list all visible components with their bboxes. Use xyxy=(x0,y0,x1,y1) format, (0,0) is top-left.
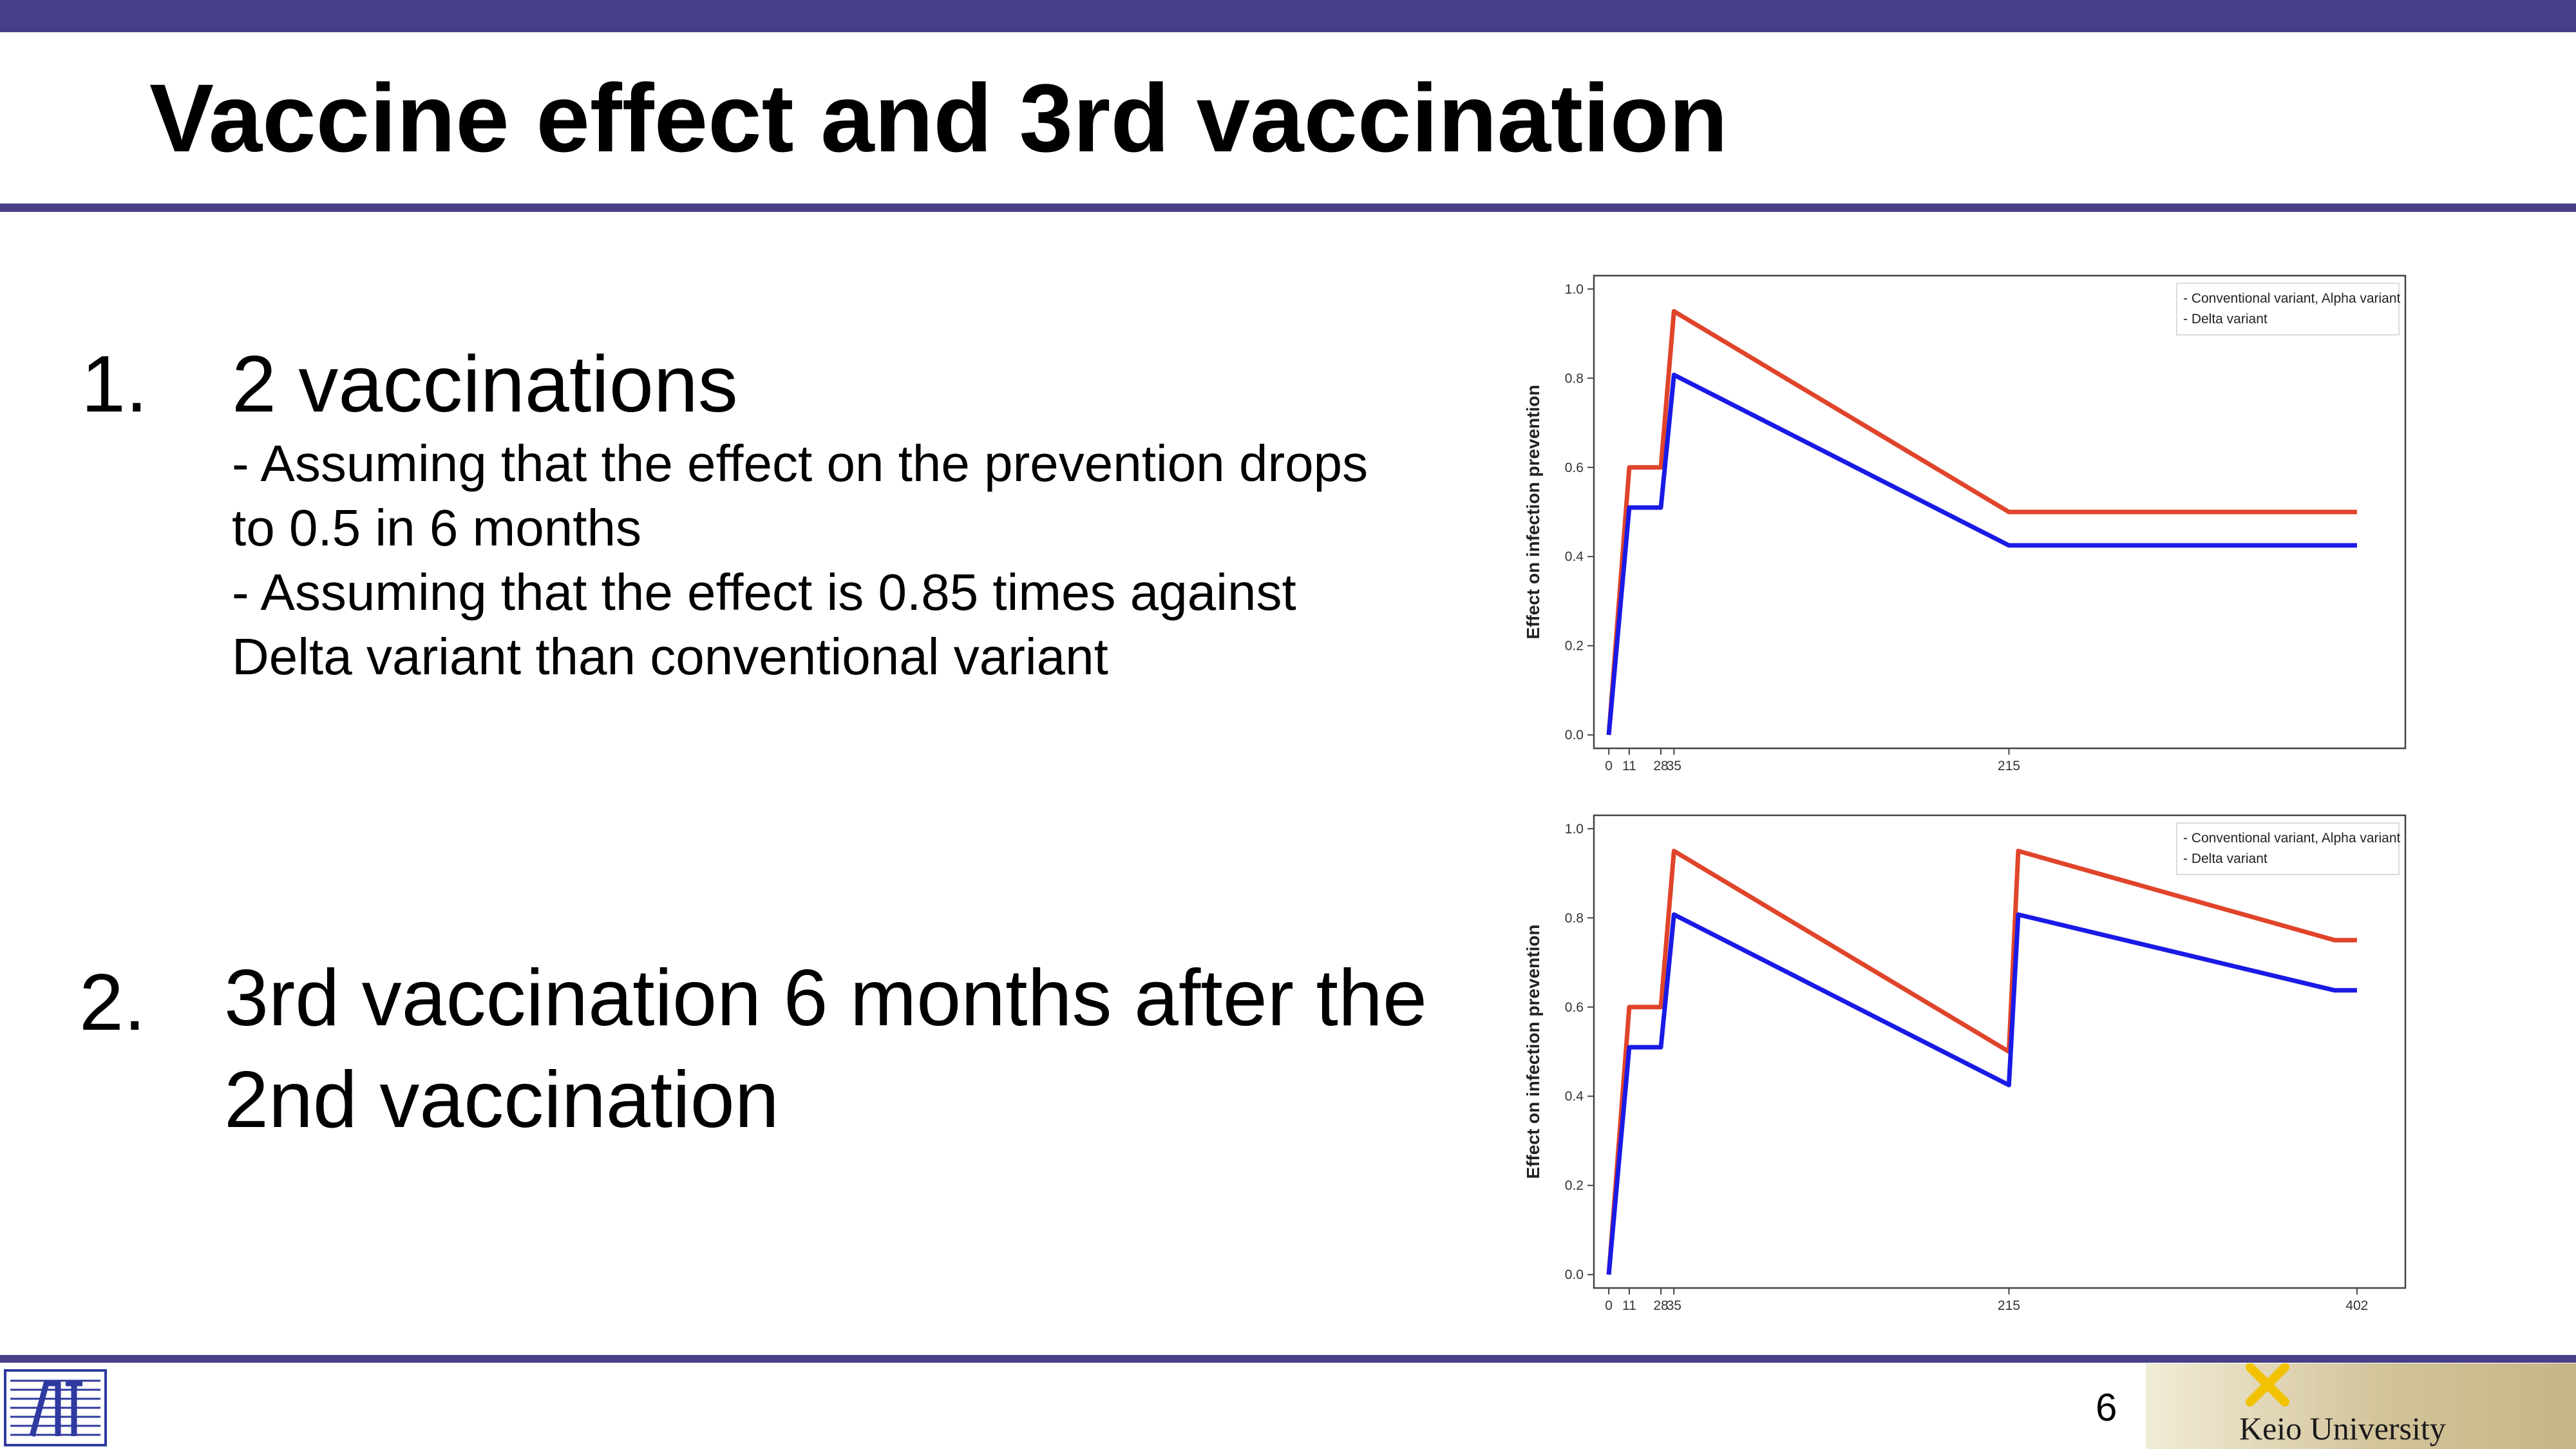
y-tick-label: 0.6 xyxy=(1565,460,1584,475)
note-line: to 0.5 in 6 months xyxy=(232,499,641,556)
note-line: - Assuming that the effect on the preven… xyxy=(232,435,1368,492)
note-line: Delta variant than conventional variant xyxy=(232,628,1108,685)
top-brand-bar xyxy=(0,0,2576,32)
y-tick-label: 0.4 xyxy=(1565,1089,1584,1104)
x-tick-label: 215 xyxy=(1998,759,2020,773)
legend-box xyxy=(2176,822,2400,875)
x-tick-label: 11 xyxy=(1622,1298,1636,1313)
item-2-heading: 3rd vaccination 6 months after the 2nd v… xyxy=(224,954,1427,1144)
y-axis-label: Effect on infection prevention xyxy=(1523,384,1543,639)
note-line: - Assuming that the effect is 0.85 times… xyxy=(232,564,1296,621)
pen-emblem-icon xyxy=(2246,1363,2289,1406)
chart-third-vaccination: 0.0 0.2 0.4 0.6 0.8 1.0 0 11 28 35 215 402 Effect on… xyxy=(1520,797,2421,1351)
y-tick-label: 0.4 xyxy=(1565,549,1584,564)
item-1-number: 1. xyxy=(81,340,148,429)
y-tick-label: 0.8 xyxy=(1565,371,1584,386)
y-tick-label: 0.8 xyxy=(1565,911,1584,925)
series-line-delta xyxy=(1606,372,2357,735)
legend-box xyxy=(2176,283,2400,336)
legend-entry: - Delta variant xyxy=(2183,851,2268,866)
series-line-conventional xyxy=(1606,308,2357,735)
x-tick-label: 28 xyxy=(1653,1298,1668,1313)
item-1-heading: 2 vaccinations xyxy=(232,340,738,429)
y-axis-label: Effect on infection prevention xyxy=(1523,924,1543,1179)
x-tick-label: 11 xyxy=(1622,759,1636,773)
y-tick-label: 1.0 xyxy=(1565,282,1584,297)
slide-title: Vaccine effect and 3rd vaccination xyxy=(149,64,1728,172)
legend-entry: - Conventional variant, Alpha variant xyxy=(2183,831,2401,846)
legend-entry: - Delta variant xyxy=(2183,312,2268,327)
y-tick-label: 1.0 xyxy=(1565,822,1584,837)
y-tick-label: 0.2 xyxy=(1565,1179,1584,1193)
series-line-delta xyxy=(1606,912,2357,1275)
chart-two-vaccinations: 0.0 0.2 0.4 0.6 0.8 1.0 0 11 28 35 215 Effect on in… xyxy=(1520,258,2421,811)
item-1-notes: - Assuming that the effect on the preven… xyxy=(232,431,1455,689)
x-tick-label: 0 xyxy=(1605,759,1613,773)
legend-entry: - Conventional variant, Alpha variant xyxy=(2183,291,2401,306)
y-tick-label: 0.6 xyxy=(1565,1000,1584,1015)
x-tick-label: 35 xyxy=(1667,759,1681,773)
x-tick-label: 28 xyxy=(1653,759,1668,773)
x-tick-label: 0 xyxy=(1605,1298,1613,1313)
footer-divider xyxy=(0,1355,2576,1363)
institute-logo-mark xyxy=(10,1379,100,1437)
title-divider xyxy=(0,204,2576,212)
y-tick-label: 0.2 xyxy=(1565,639,1584,654)
y-tick-label: 0.0 xyxy=(1565,728,1584,743)
x-tick-label: 215 xyxy=(1998,1298,2020,1313)
university-name: Keio University xyxy=(2239,1410,2446,1446)
x-tick-label: 402 xyxy=(2345,1298,2368,1313)
university-logo: Keio University xyxy=(2146,1363,2576,1449)
series-line-conventional xyxy=(1606,848,2357,1275)
page-number: 6 xyxy=(2096,1386,2117,1429)
x-tick-label: 35 xyxy=(1667,1298,1681,1313)
institute-logo xyxy=(4,1369,107,1446)
item-2-number: 2. xyxy=(79,958,146,1047)
y-tick-label: 0.0 xyxy=(1565,1267,1584,1282)
plot-frame xyxy=(1593,814,2407,1289)
